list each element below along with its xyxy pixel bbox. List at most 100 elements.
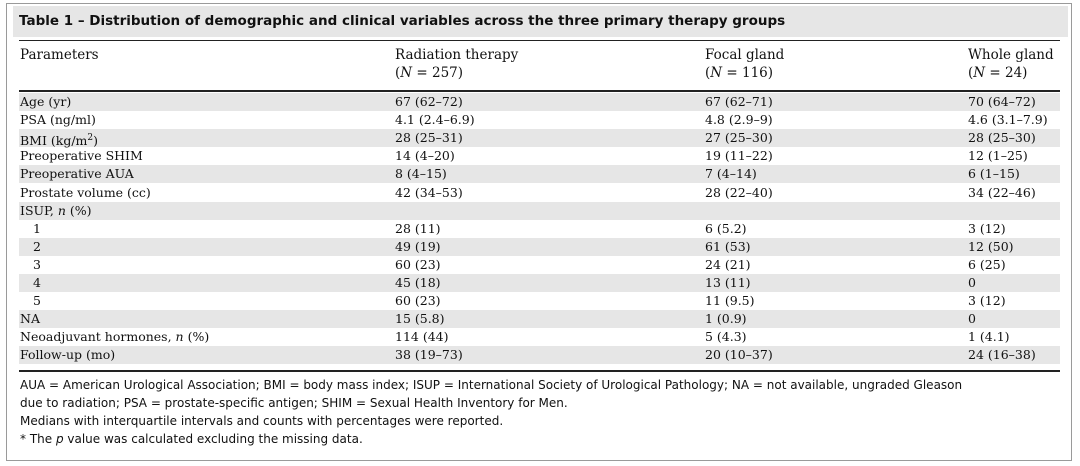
column-header-n-prefix: ( [395,65,401,81]
table-row-param: Neoadjuvant hormones, n (%) [20,328,209,346]
param-text: 4 [33,275,41,290]
footnote-abbreviations-line1: AUA = American Urological Association; B… [20,378,963,392]
column-header-label: Parameters [20,47,99,63]
table-row-param: ISUP, n (%) [20,202,92,220]
param-text: Preoperative SHIM [20,148,143,164]
param-text: Neoadjuvant hormones, [20,329,176,345]
param-text: 2 [33,238,41,254]
table-cell-wg: 3 (12) [968,293,1006,309]
table-cell-fg: 61 (53) [705,238,751,254]
row-band [19,274,1060,293]
row-band [19,129,1060,148]
table-row-param: 5 [33,292,41,310]
table-cell-fg: 13 (11) [705,275,751,290]
table-cell-rt: 49 (19) [395,238,441,254]
table-cell-fg: 24 (21) [705,256,751,272]
table-cell-fg: 1 (0.9) [705,311,747,327]
table-cell-rt: 38 (19–73) [395,347,463,363]
table-row-param: Preoperative AUA [20,165,134,183]
row-band [19,165,1060,184]
table-cell-rt: 67 (62–72) [395,94,463,109]
param-after: (%) [183,329,210,345]
table-cell-rt: 28 (11) [395,220,441,236]
table-cell-fg: 4.8 (2.9–9) [705,112,773,128]
column-header-label: Whole gland [968,47,1054,63]
param-text: Prostate volume (cc) [20,184,151,200]
table-row-param: 1 [33,220,41,238]
table-cell-wg: 1 (4.1) [968,329,1010,345]
table-row-param: Prostate volume (cc) [20,184,151,202]
table-row-param: Age (yr) [20,93,71,111]
column-header-n-prefix: ( [968,65,974,81]
row-band [19,346,1060,365]
table-cell-wg: 0 [968,275,976,290]
param-text: 3 [33,256,41,272]
table-row-param: PSA (ng/ml) [20,111,96,129]
table-cell-fg: 19 (11–22) [705,148,773,164]
param-text: Preoperative AUA [20,166,134,182]
table-caption: Table 1 – Distribution of demographic an… [13,6,1068,37]
table-row-param: 2 [33,238,41,256]
rule-top [19,40,1060,41]
table-cell-fg: 28 (22–40) [705,184,773,200]
column-header-label: Focal gland [705,47,785,63]
column-header-0: Parameters [20,46,99,64]
table-row-param: 4 [33,274,41,292]
column-header-n: (N = 24) [968,64,1054,82]
table-cell-wg: 3 (12) [968,220,1006,236]
table-cell-rt: 8 (4–15) [395,166,447,182]
footnote-pvalue-prefix: * The [20,432,56,446]
column-header-n-italic: N [710,65,723,81]
param-superscript: 2 [87,133,94,144]
column-header-n: (N = 116) [705,64,784,82]
table-row-param: Preoperative SHIM [20,147,143,165]
param-text: 5 [33,293,41,309]
table-cell-rt: 42 (34–53) [395,184,463,200]
table-frame [6,3,1072,461]
table-cell-fg: 20 (10–37) [705,347,773,363]
table-cell-wg: 24 (16–38) [968,347,1036,363]
table-cell-rt: 4.1 (2.4–6.9) [395,112,475,128]
param-text: ISUP, [20,202,58,218]
table-cell-rt: 45 (18) [395,275,441,290]
table-cell-rt: 28 (25–31) [395,130,463,146]
table-cell-wg: 6 (25) [968,256,1006,272]
param-after: (%) [65,202,92,218]
table-cell-wg: 28 (25–30) [968,130,1036,146]
table-cell-wg: 70 (64–72) [968,94,1036,109]
column-header-n-value: = 116) [722,65,774,81]
footnote-pvalue-italic: p [55,432,64,446]
param-italic: n [57,202,66,218]
row-band [19,201,1060,220]
param-text: Age (yr) [20,94,72,109]
column-header-n-value: = 257) [412,65,464,81]
param-text: NA [20,311,40,327]
table-cell-fg: 5 (4.3) [705,329,747,345]
table-cell-wg: 34 (22–46) [968,184,1036,200]
footnote-pvalue: * The p value was calculated excluding t… [20,431,1065,448]
footnote-pvalue-suffix: value was calculated excluding the missi… [63,432,363,446]
table-cell-fg: 11 (9.5) [705,293,755,309]
column-header-n: (N = 257) [395,64,518,82]
table-cell-wg: 12 (1–25) [968,148,1028,164]
column-header-2: Focal gland (N = 116) [705,46,784,82]
row-band [19,93,1060,112]
column-header-n-prefix: ( [705,65,711,81]
table-row-param: NA [20,310,40,328]
table-row-param: Follow-up (mo) [20,346,115,364]
table-cell-fg: 67 (62–71) [705,94,773,109]
table-cell-wg: 12 (50) [968,238,1014,254]
column-header-3: Whole gland (N = 24) [968,46,1054,82]
table-cell-rt: 60 (23) [395,256,441,272]
table-cell-rt: 114 (44) [395,329,449,345]
table-cell-fg: 6 (5.2) [705,220,747,236]
table-cell-fg: 27 (25–30) [705,130,773,146]
rule-header-bottom [19,90,1060,92]
table-row-param: 3 [33,256,41,274]
table-cell-wg: 6 (1–15) [968,166,1020,182]
footnote-medians: Medians with interquartile intervals and… [20,414,504,428]
column-header-n-italic: N [973,65,986,81]
table-cell-rt: 14 (4–20) [395,148,455,164]
table-cell-rt: 60 (23) [395,293,441,309]
table-cell-rt: 15 (5.8) [395,311,445,327]
